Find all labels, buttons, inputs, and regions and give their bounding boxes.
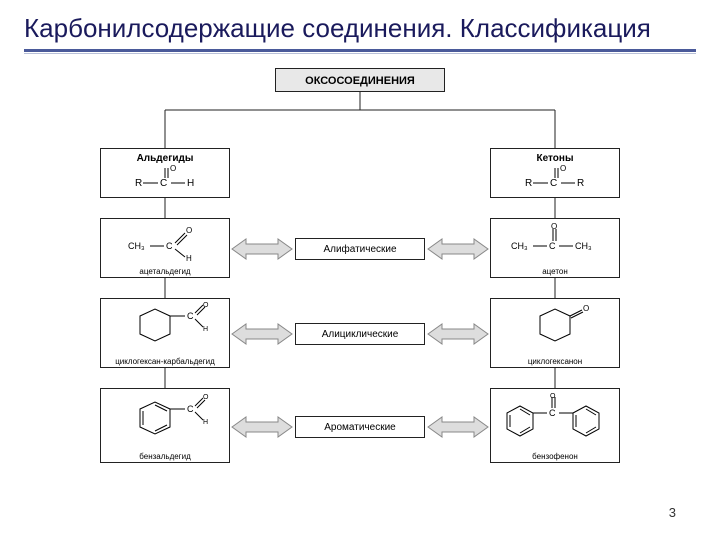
svg-text:R: R [577, 178, 584, 189]
svg-text:O: O [550, 393, 556, 400]
benzaldehyde-structure: C O H [115, 391, 215, 446]
benzaldehyde-label: бензальдегид [101, 452, 229, 461]
svg-text:H: H [187, 178, 194, 189]
svg-text:CH₃: CH₃ [511, 241, 528, 251]
cyclohexane-carbaldehyde-box: C O H циклогексан-карбальдегид [100, 298, 230, 368]
svg-text:O: O [560, 164, 566, 173]
svg-text:C: C [549, 408, 556, 418]
aldehyde-generic-structure: R C O H [125, 164, 205, 192]
svg-text:C: C [187, 404, 194, 414]
cyclohexane-carbaldehyde-label: циклогексан-карбальдегид [101, 358, 229, 366]
aldehyde-header: Альдегиды R C O H [100, 148, 230, 198]
page-number: 3 [669, 505, 676, 520]
cyclohexanone-box: O циклогексанон [490, 298, 620, 368]
acetaldehyde-box: CH₃ C O H ацетальдегид [100, 218, 230, 278]
cyclohexane-carbaldehyde-structure: C O H [115, 301, 215, 351]
ketone-header: Кетоны R C O R [490, 148, 620, 198]
svg-text:CH₃: CH₃ [575, 241, 592, 251]
svg-text:H: H [186, 254, 192, 261]
acetaldehyde-label: ацетальдегид [101, 267, 229, 276]
aromatic-category: Ароматические [295, 416, 425, 438]
cyclohexanone-structure: O [510, 301, 600, 351]
svg-text:O: O [551, 222, 557, 231]
acetone-label: ацетон [491, 267, 619, 276]
svg-text:O: O [186, 226, 192, 235]
aldehyde-title: Альдегиды [103, 153, 227, 164]
benzophenone-label: бензофенон [491, 452, 619, 461]
page-title: Карбонилсодержащие соединения. Классифик… [24, 12, 696, 45]
classification-diagram: ОКСОСОЕДИНЕНИЯ Альдегиды R C O H Кетоны … [60, 68, 660, 498]
svg-text:C: C [166, 241, 173, 251]
svg-text:CH₃: CH₃ [128, 241, 145, 251]
acetone-structure: CH₃ C O CH₃ [505, 221, 605, 261]
root-node: ОКСОСОЕДИНЕНИЯ [275, 68, 445, 92]
svg-text:C: C [549, 241, 556, 251]
title-underline [24, 49, 696, 52]
svg-text:C: C [550, 178, 557, 189]
title-thin-line [24, 53, 696, 54]
svg-text:R: R [525, 178, 532, 189]
svg-text:C: C [187, 311, 194, 321]
cyclohexanone-label: циклогексанон [491, 357, 619, 366]
alicyclic-category: Алициклические [295, 323, 425, 345]
svg-text:O: O [583, 304, 589, 313]
svg-text:O: O [203, 302, 209, 309]
benzaldehyde-box: C O H бензальдегид [100, 388, 230, 463]
benzophenone-box: C O бензофенон [490, 388, 620, 463]
ketone-title: Кетоны [493, 153, 617, 164]
benzophenone-structure: C O [495, 391, 615, 446]
svg-text:H: H [203, 419, 208, 426]
acetaldehyde-structure: CH₃ C O H [120, 221, 210, 261]
acetone-box: CH₃ C O CH₃ ацетон [490, 218, 620, 278]
svg-text:C: C [160, 178, 167, 189]
aliphatic-category: Алифатические [295, 238, 425, 260]
svg-text:H: H [203, 326, 208, 333]
svg-text:O: O [170, 164, 176, 173]
svg-text:R: R [135, 178, 142, 189]
ketone-generic-structure: R C O R [515, 164, 595, 192]
svg-text:O: O [203, 394, 209, 401]
